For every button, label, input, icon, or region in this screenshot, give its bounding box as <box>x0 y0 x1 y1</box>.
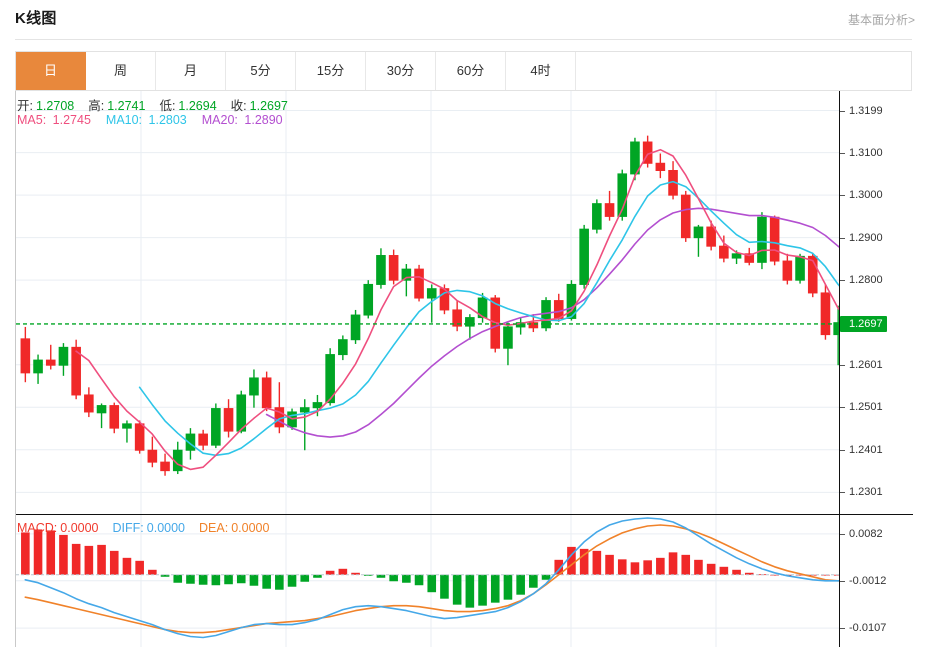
macd-label: MACD: <box>17 521 58 535</box>
ma5-value: 1.2745 <box>52 113 91 127</box>
ma10-value: 1.2803 <box>148 113 187 127</box>
tab-4[interactable]: 15分 <box>296 52 366 90</box>
tab-0[interactable]: 日 <box>16 52 86 90</box>
tab-1[interactable]: 周 <box>86 52 156 90</box>
diff-label: DIFF: <box>112 521 144 535</box>
close-label: 收: <box>230 99 247 113</box>
low-label: 低: <box>159 99 176 113</box>
macd-tick-2: -0.0107 <box>840 622 886 634</box>
candlestick-svg <box>16 91 839 514</box>
price-tick-2: 1.3000 <box>840 189 883 201</box>
ma-legend: MA5: 1.2745 MA10: 1.2803 MA20: 1.2890 <box>17 113 298 127</box>
open-label: 开: <box>17 99 33 113</box>
price-tick-1: 1.3100 <box>840 147 883 159</box>
ma20-label: MA20: <box>201 113 238 127</box>
tabbar-filler <box>576 52 911 90</box>
price-chart-panel[interactable] <box>16 91 839 514</box>
dea-value: 0.0000 <box>231 521 270 535</box>
price-tick-6: 1.2501 <box>840 401 883 413</box>
open-value: 1.2708 <box>35 99 75 113</box>
price-tick-4: 1.2800 <box>840 274 883 286</box>
tab-7[interactable]: 4时 <box>506 52 576 90</box>
diff-value: 0.0000 <box>146 521 185 535</box>
ohlc-legend: 开: 1.2708 高: 1.2741 低: 1.2694 收: 1.2697 <box>17 95 302 114</box>
low-value: 1.2694 <box>178 99 217 113</box>
timeframe-tabbar: 日周月 5分 15分 30分 60分 4时 <box>15 51 912 91</box>
close-value: 1.2697 <box>249 99 288 113</box>
high-value: 1.2741 <box>107 99 146 113</box>
page-title: K线图 <box>15 10 57 27</box>
ma5-label: MA5: <box>17 113 47 127</box>
right-axis: 1.3199 1.3100 1.3000 1.2900 1.2800 1.2601 1.25… <box>840 91 913 647</box>
page-header: K线图 基本面分析> <box>0 0 927 40</box>
price-tick-0: 1.3199 <box>840 105 883 117</box>
high-label: 高: <box>88 99 105 113</box>
ma20-value: 1.2890 <box>244 113 283 127</box>
tab-2[interactable]: 月 <box>156 52 226 90</box>
macd-chart-panel[interactable] <box>16 515 839 647</box>
macd-value: 0.0000 <box>60 521 99 535</box>
macd-legend: MACD: 0.0000 DIFF: 0.0000 DEA: 0.0000 <box>17 521 283 535</box>
price-tick-8: 1.2301 <box>840 486 883 498</box>
chart-frame: 1.3199 1.3100 1.3000 1.2900 1.2800 1.2601 1.25… <box>15 91 913 647</box>
price-tick-7: 1.2401 <box>840 444 883 456</box>
axis-divider <box>839 91 840 647</box>
header-divider <box>15 39 912 40</box>
fundamental-analysis-link[interactable]: 基本面分析> <box>847 13 915 27</box>
tab-6[interactable]: 60分 <box>436 52 506 90</box>
last-price-badge: 1.2697 <box>840 315 887 332</box>
macd-svg <box>16 515 839 647</box>
dea-label: DEA: <box>199 521 229 535</box>
price-tick-5: 1.2601 <box>840 359 883 371</box>
price-tick-3: 1.2900 <box>840 232 883 244</box>
macd-tick-0: 0.0082 <box>840 528 883 540</box>
tab-5[interactable]: 30分 <box>366 52 436 90</box>
panel-divider <box>16 514 913 515</box>
macd-tick-1: -0.0012 <box>840 575 886 587</box>
ma10-label: MA10: <box>105 113 143 127</box>
tab-3[interactable]: 5分 <box>226 52 296 90</box>
